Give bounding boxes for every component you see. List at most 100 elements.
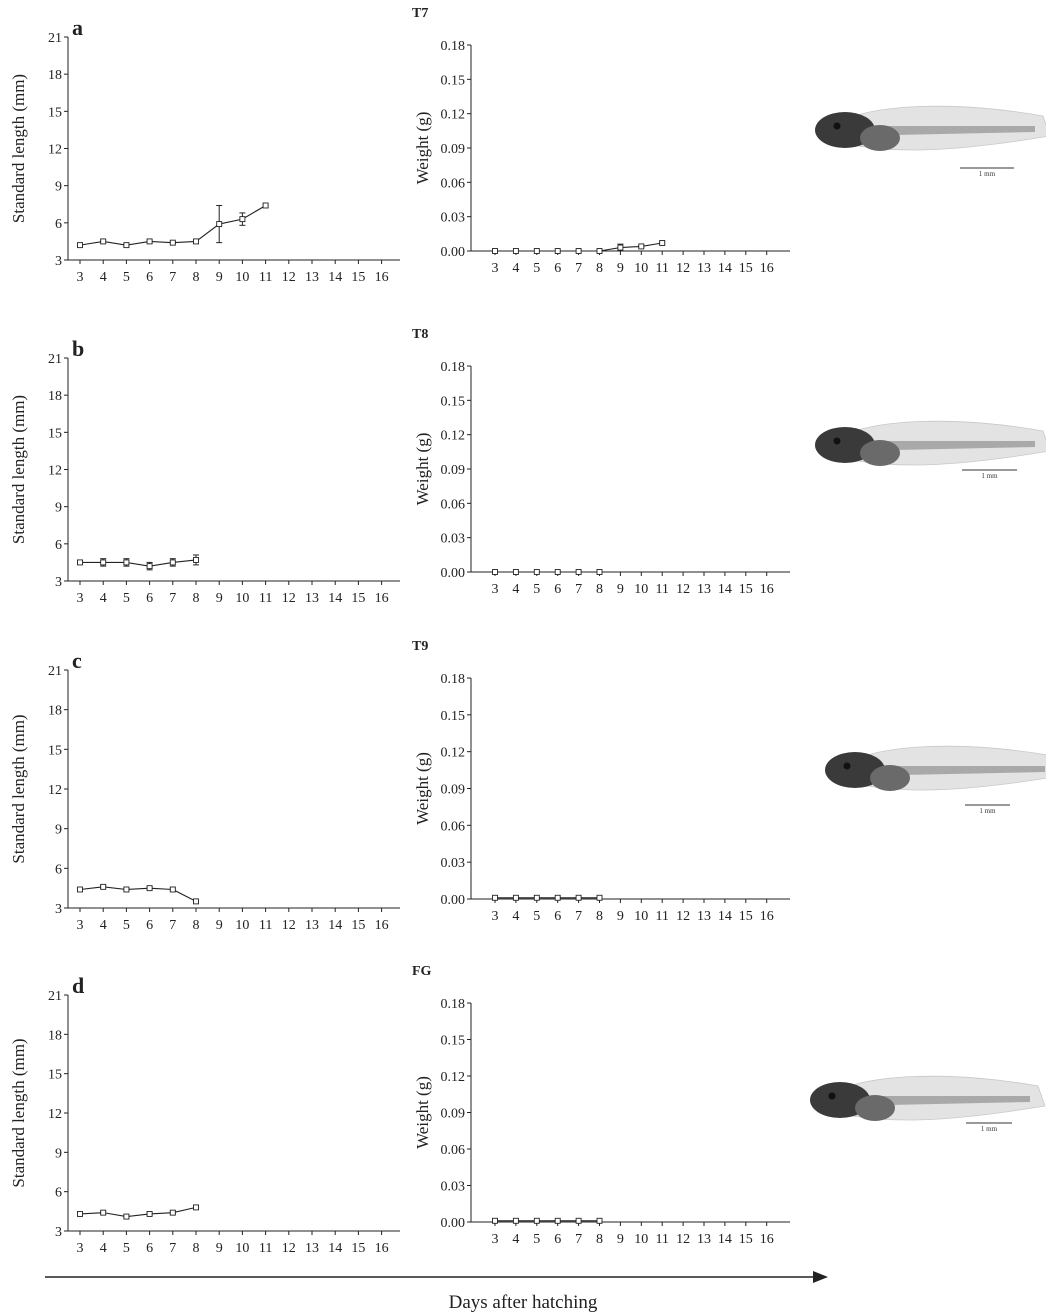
y-tick-label: 0.00	[441, 893, 466, 908]
x-tick-label: 9	[216, 270, 223, 285]
x-tick-label: 11	[259, 1241, 272, 1256]
y-tick-label: 0.18	[441, 39, 466, 54]
y-axis-title: Weight (g)	[413, 1076, 432, 1149]
y-tick-label: 3	[55, 254, 62, 269]
y-tick-label: 9	[55, 823, 62, 838]
x-tick-label: 14	[328, 270, 342, 285]
larva-head	[810, 1082, 870, 1118]
x-tick-label: 15	[351, 591, 365, 606]
x-tick-label: 11	[259, 918, 272, 933]
series-line	[80, 559, 197, 567]
x-axis-title: Days after hatching	[448, 1292, 598, 1313]
y-tick-label: 21	[48, 31, 62, 46]
x-tick-label: 10	[235, 270, 249, 285]
x-tick-label: 15	[739, 582, 753, 597]
x-tick-label: 12	[676, 261, 690, 276]
x-tick-label: 15	[351, 270, 365, 285]
y-tick-label: 0.03	[441, 211, 466, 226]
y-tick-label: 12	[48, 783, 62, 798]
y-tick-label: 18	[48, 68, 62, 83]
data-point	[216, 221, 223, 228]
x-tick-label: 13	[697, 261, 711, 276]
panel-label: FG	[412, 964, 432, 979]
x-tick-label: 15	[351, 1241, 365, 1256]
x-tick-label: 9	[617, 582, 624, 597]
larva-yolk	[870, 765, 910, 791]
data-point	[596, 569, 603, 575]
panel-label: b	[72, 336, 84, 361]
x-tick-label: 15	[739, 1232, 753, 1247]
y-tick-label: 0.15	[441, 394, 466, 409]
y-tick-label: 0.09	[441, 142, 466, 157]
x-tick-label: 13	[697, 582, 711, 597]
charts-layer: 3 6 9 12 15 18 21 3 4 5 6 7 8 9 10 11 12 13 14 15 16 Standard…	[9, 6, 790, 1256]
x-tick-label: 15	[739, 261, 753, 276]
y-tick-label: 6	[55, 1186, 62, 1201]
x-tick-label: 10	[634, 582, 648, 597]
x-tick-label: 11	[655, 261, 668, 276]
x-tick-label: 12	[676, 909, 690, 924]
x-tick-label: 5	[123, 918, 130, 933]
y-tick-label: 0.00	[441, 245, 466, 260]
data-point	[169, 559, 176, 566]
y-tick-label: 12	[48, 464, 62, 479]
x-tick-label: 15	[351, 918, 365, 933]
y-tick-label: 0.06	[441, 176, 466, 191]
data-point	[554, 1217, 561, 1224]
x-tick-label: 5	[533, 1232, 540, 1247]
y-axis-title: Standard length (mm)	[9, 714, 28, 863]
x-tick-label: 13	[697, 909, 711, 924]
data-point	[492, 1217, 498, 1224]
x-tick-label: 4	[100, 270, 107, 285]
x-tick-label: 6	[554, 582, 561, 597]
y-tick-label: 0.18	[441, 672, 466, 687]
y-axis-title: Weight (g)	[413, 433, 432, 506]
y-tick-label: 15	[48, 743, 62, 758]
x-tick-label: 6	[554, 909, 561, 924]
data-point	[193, 898, 199, 905]
x-tick-label: 11	[655, 909, 668, 924]
y-tick-label: 0.09	[441, 1107, 466, 1122]
x-tick-label: 11	[655, 582, 668, 597]
data-point	[575, 1217, 582, 1224]
y-axis-title: Standard length (mm)	[9, 74, 28, 223]
y-tick-label: 9	[55, 501, 62, 516]
chart-panel-c: 3 6 9 12 15 18 21 3 4 5 6 7 8 9 10 11 12 13 14 15 16 Standard…	[9, 648, 400, 933]
series-line	[79, 205, 266, 246]
y-tick-label: 15	[48, 426, 62, 441]
y-tick-label: 0.15	[441, 1034, 466, 1049]
data-point	[193, 238, 199, 245]
data-point	[100, 559, 107, 566]
y-tick-label: 0.09	[441, 463, 466, 478]
y-tick-label: 15	[48, 1068, 62, 1083]
x-tick-label: 3	[77, 918, 84, 933]
data-point	[533, 894, 540, 901]
y-tick-label: 3	[55, 902, 62, 917]
data-point	[77, 559, 83, 566]
x-tick-label: 15	[739, 909, 753, 924]
x-tick-label: 8	[596, 261, 603, 276]
x-tick-label: 5	[123, 591, 130, 606]
x-tick-label: 7	[169, 918, 176, 933]
y-tick-label: 0.06	[441, 819, 466, 834]
data-point	[512, 569, 519, 575]
x-tick-label: 8	[193, 918, 200, 933]
x-tick-label: 6	[146, 918, 153, 933]
y-tick-label: 12	[48, 143, 62, 158]
larva-image: 1 mm	[825, 745, 1046, 815]
data-point	[193, 1204, 199, 1211]
data-point	[77, 242, 83, 249]
x-tick-label: 10	[634, 261, 648, 276]
series-line	[79, 1206, 197, 1218]
x-tick-label: 10	[634, 1232, 648, 1247]
x-tick-label: 14	[718, 582, 732, 597]
data-point	[575, 894, 582, 901]
x-tick-label: 5	[123, 1241, 130, 1256]
x-tick-label: 14	[718, 1232, 732, 1247]
data-point	[596, 894, 603, 901]
x-tick-label: 4	[100, 1241, 107, 1256]
data-point	[146, 885, 153, 892]
x-tick-label: 16	[760, 261, 774, 276]
x-tick-label: 13	[305, 918, 319, 933]
